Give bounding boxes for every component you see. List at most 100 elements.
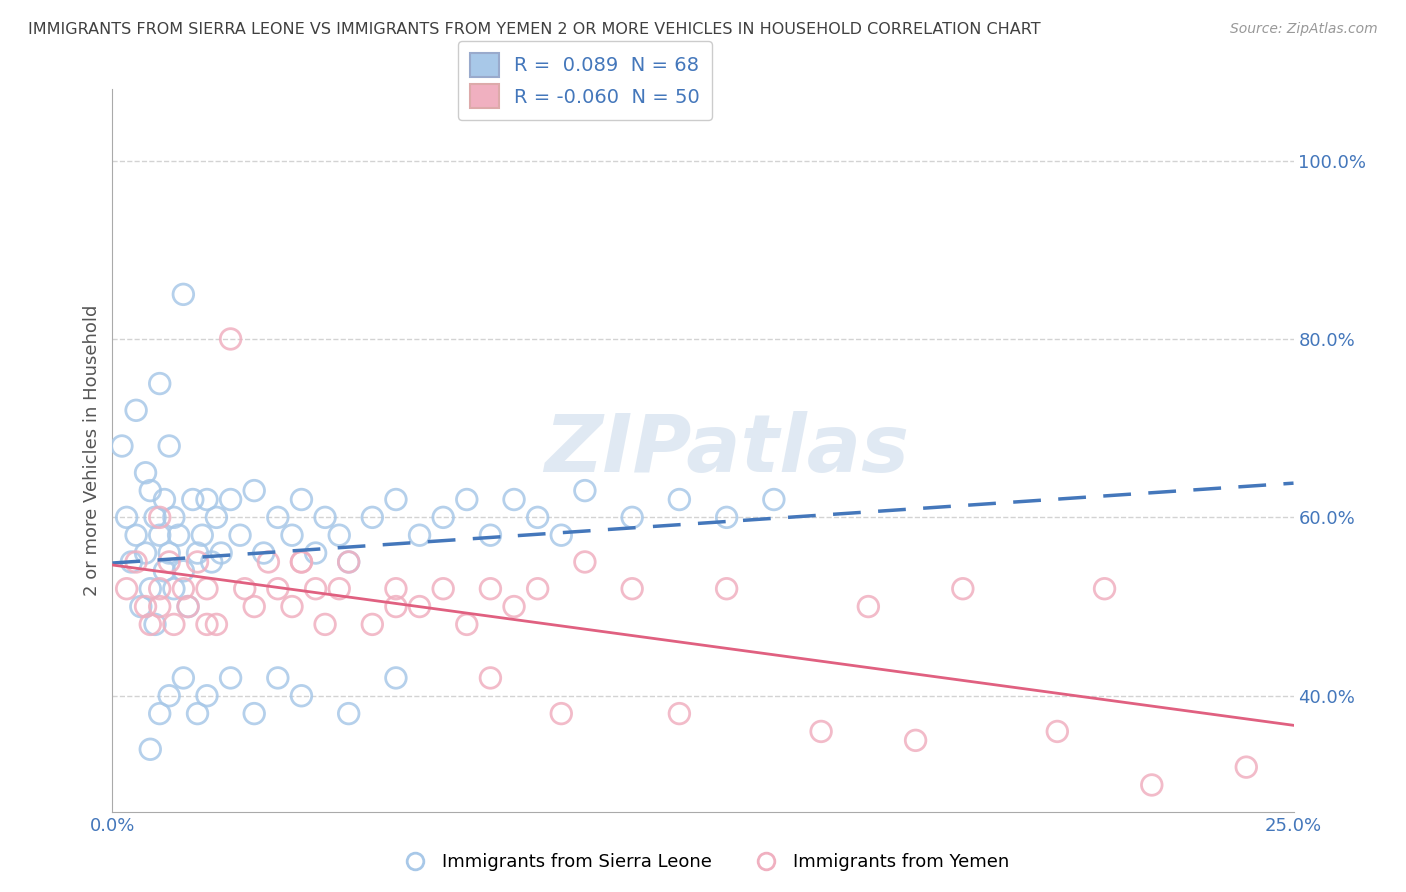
Text: Source: ZipAtlas.com: Source: ZipAtlas.com — [1230, 22, 1378, 37]
Point — [195, 617, 218, 632]
Point — [153, 564, 176, 578]
Point — [361, 510, 384, 524]
Point — [149, 599, 172, 614]
Point — [267, 582, 290, 596]
Point — [163, 582, 186, 596]
Point — [385, 599, 408, 614]
Point — [621, 582, 644, 596]
Point — [762, 492, 785, 507]
Point — [952, 582, 974, 596]
Point — [1094, 582, 1116, 596]
Point — [143, 510, 166, 524]
Point — [304, 582, 326, 596]
Point — [233, 582, 256, 596]
Point — [125, 555, 148, 569]
Point — [139, 483, 162, 498]
Point — [716, 582, 738, 596]
Point — [186, 555, 208, 569]
Point — [149, 376, 172, 391]
Point — [314, 510, 336, 524]
Point — [290, 555, 312, 569]
Point — [157, 555, 180, 569]
Point — [290, 555, 312, 569]
Point — [337, 706, 360, 721]
Point — [337, 555, 360, 569]
Legend: Immigrants from Sierra Leone, Immigrants from Yemen: Immigrants from Sierra Leone, Immigrants… — [389, 847, 1017, 879]
Point — [201, 555, 224, 569]
Point — [385, 671, 408, 685]
Point — [456, 492, 478, 507]
Point — [125, 403, 148, 417]
Point — [115, 582, 138, 596]
Point — [135, 466, 157, 480]
Point — [1046, 724, 1069, 739]
Point — [186, 706, 208, 721]
Point — [257, 555, 280, 569]
Point — [229, 528, 252, 542]
Point — [177, 599, 200, 614]
Point — [177, 599, 200, 614]
Point — [163, 510, 186, 524]
Point — [716, 510, 738, 524]
Point — [172, 582, 194, 596]
Point — [668, 706, 690, 721]
Point — [153, 492, 176, 507]
Point — [139, 617, 162, 632]
Point — [281, 528, 304, 542]
Point — [149, 528, 172, 542]
Point — [526, 582, 548, 596]
Point — [304, 546, 326, 560]
Point — [195, 582, 218, 596]
Point — [115, 510, 138, 524]
Point — [139, 742, 162, 756]
Point — [810, 724, 832, 739]
Text: ZIPatlas: ZIPatlas — [544, 411, 910, 490]
Point — [432, 582, 454, 596]
Point — [314, 617, 336, 632]
Point — [243, 706, 266, 721]
Point — [219, 332, 242, 346]
Point — [191, 528, 214, 542]
Point — [111, 439, 134, 453]
Point — [385, 582, 408, 596]
Point — [157, 439, 180, 453]
Point — [172, 564, 194, 578]
Point — [172, 671, 194, 685]
Point — [205, 510, 228, 524]
Point — [526, 510, 548, 524]
Point — [432, 510, 454, 524]
Point — [290, 689, 312, 703]
Point — [668, 492, 690, 507]
Point — [456, 617, 478, 632]
Point — [1234, 760, 1257, 774]
Point — [479, 671, 502, 685]
Point — [550, 706, 572, 721]
Point — [172, 287, 194, 301]
Point — [186, 546, 208, 560]
Point — [337, 555, 360, 569]
Point — [574, 555, 596, 569]
Point — [385, 492, 408, 507]
Point — [149, 706, 172, 721]
Point — [479, 582, 502, 596]
Point — [209, 546, 232, 560]
Point — [267, 510, 290, 524]
Point — [267, 671, 290, 685]
Point — [858, 599, 880, 614]
Point — [1140, 778, 1163, 792]
Text: IMMIGRANTS FROM SIERRA LEONE VS IMMIGRANTS FROM YEMEN 2 OR MORE VEHICLES IN HOUS: IMMIGRANTS FROM SIERRA LEONE VS IMMIGRAN… — [28, 22, 1040, 37]
Point — [143, 617, 166, 632]
Point — [281, 599, 304, 614]
Point — [135, 599, 157, 614]
Point — [149, 582, 172, 596]
Point — [621, 510, 644, 524]
Point — [574, 483, 596, 498]
Point — [328, 582, 350, 596]
Point — [163, 617, 186, 632]
Point — [479, 528, 502, 542]
Point — [219, 492, 242, 507]
Point — [139, 582, 162, 596]
Point — [219, 671, 242, 685]
Point — [243, 483, 266, 498]
Point — [181, 492, 204, 507]
